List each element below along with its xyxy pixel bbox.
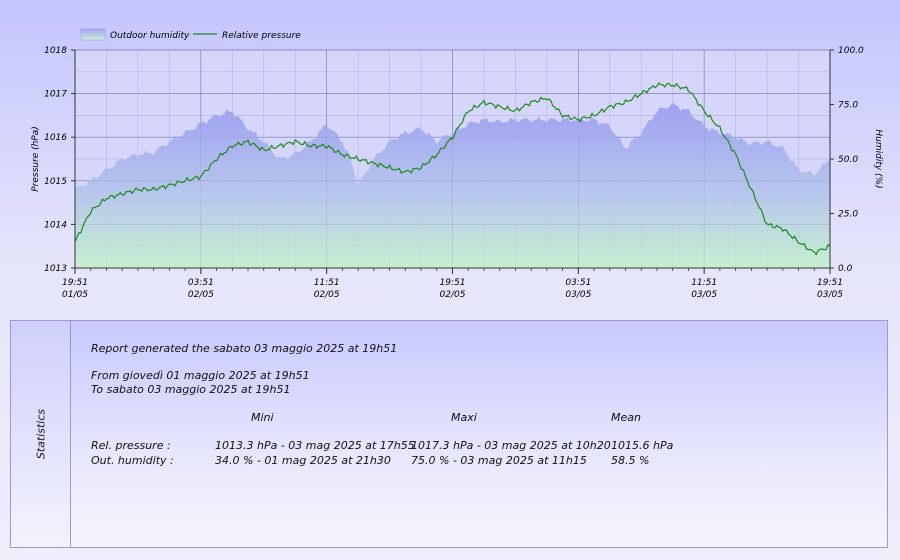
- y2-tick-label: 0.0: [838, 264, 853, 274]
- column-header-mini: Mini: [251, 411, 274, 424]
- statistics-panel: Statistics Report generated the sabato 0…: [10, 320, 888, 548]
- to-text: To sabato 03 maggio 2025 at 19h51: [91, 383, 291, 396]
- grid-overlay: [75, 50, 830, 268]
- y-tick-label: 1013: [44, 264, 67, 274]
- x-tick-date-label: 03/05: [817, 290, 843, 300]
- pressure-line: [74, 82, 831, 256]
- y2-tick-label: 25.0: [838, 210, 858, 220]
- report-generated-text: Report generated the sabato 03 maggio 20…: [91, 342, 398, 355]
- humidity-area: [75, 102, 830, 268]
- x-tick-time-label: 19:51: [817, 278, 843, 288]
- legend-humidity-swatch: [80, 28, 106, 41]
- y-tick-label: 1017: [44, 90, 67, 100]
- column-header-mean: Mean: [611, 411, 641, 424]
- y-tick-label: 1016: [44, 133, 67, 143]
- y-tick-label: 1018: [44, 46, 67, 56]
- row-humidity-label: Out. humidity :: [91, 454, 174, 467]
- row-humidity-mean: 58.5 %: [611, 454, 650, 467]
- x-tick-time-label: 11:51: [314, 278, 340, 288]
- x-tick-date-label: 02/05: [314, 290, 340, 300]
- statistics-body: Report generated the sabato 03 maggio 20…: [91, 321, 887, 547]
- from-text: From giovedì 01 maggio 2025 at 19h51: [91, 369, 310, 382]
- x-tick-date-label: 03/05: [691, 290, 717, 300]
- legend-humidity-label: Outdoor humidity: [110, 31, 190, 41]
- row-pressure-maxi: 1017.3 hPa - 03 mag 2025 at 10h20: [411, 439, 611, 452]
- x-tick-time-label: 03:51: [565, 278, 591, 288]
- axes: 1013 1014 1015 1016 1017 1018 0.0 25.0 50.0 75.0 1…: [44, 46, 864, 300]
- weather-chart: 1013 1014 1015 1016 1017 1018 0.0 25.0 50.0 75.0 1…: [31, 28, 883, 300]
- x-tick-date-label: 03/05: [565, 290, 591, 300]
- row-pressure-mini: 1013.3 hPa - 03 mag 2025 at 17h55: [215, 439, 415, 452]
- y2-axis-label: Humidity (%): [873, 129, 883, 188]
- column-header-maxi: Maxi: [451, 411, 477, 424]
- statistics-side-label: Statistics: [34, 408, 47, 460]
- y2-tick-label: 100.0: [838, 46, 864, 56]
- y-tick-label: 1015: [44, 177, 67, 187]
- row-humidity-maxi: 75.0 % - 03 mag 2025 at 11h15: [411, 454, 587, 467]
- y2-tick-label: 75.0: [838, 101, 858, 111]
- y-axis-label: Pressure (hPa): [31, 126, 41, 192]
- statistics-side-bar: Statistics: [11, 321, 71, 547]
- x-tick-time-label: 19:51: [62, 278, 88, 288]
- row-humidity-mini: 34.0 % - 01 mag 2025 at 21h30: [215, 454, 391, 467]
- x-tick-date-label: 02/05: [188, 290, 214, 300]
- x-tick-time-label: 19:51: [440, 278, 466, 288]
- row-pressure-mean: 1015.6 hPa: [611, 439, 674, 452]
- x-tick-date-label: 01/05: [62, 290, 88, 300]
- legend: Outdoor humidity Relative pressure: [80, 28, 301, 41]
- x-tick-time-label: 03:51: [188, 278, 214, 288]
- y2-tick-label: 50.0: [838, 155, 858, 165]
- legend-pressure-label: Relative pressure: [222, 31, 301, 41]
- x-tick-date-label: 02/05: [440, 290, 466, 300]
- row-pressure-label: Rel. pressure :: [91, 439, 171, 452]
- x-tick-time-label: 11:51: [691, 278, 717, 288]
- y-tick-label: 1014: [44, 220, 67, 230]
